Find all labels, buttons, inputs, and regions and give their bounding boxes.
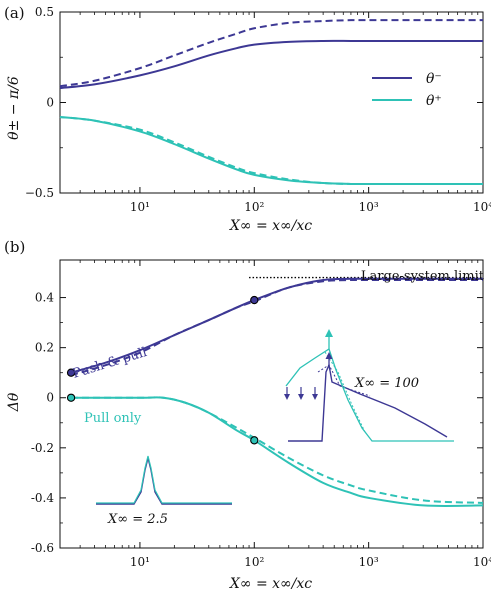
legend: θ⁻ θ⁺ [372, 71, 442, 109]
inset-large-sketch [284, 329, 454, 442]
inset-large-plus-dashed [324, 351, 366, 433]
x-tick-label: 10⁴ [473, 555, 491, 569]
x-tick-label: 10¹ [130, 200, 150, 214]
panel-a-xlabel: X∞ = x∞/xc [229, 218, 312, 234]
panel-label-b: (b) [4, 238, 25, 256]
data-marker [250, 295, 259, 305]
inset-large-plus-profile [285, 348, 454, 442]
inset-small-plus-profile [96, 455, 232, 504]
y-tick-label: −0.5 [25, 186, 54, 200]
panel-label-a: (a) [4, 4, 25, 22]
data-marker [66, 368, 76, 377]
panel-b-xlabel: X∞ = x∞/xc [229, 576, 312, 592]
y-tick-label: 0.4 [35, 291, 54, 305]
panel-b-ylabel: Δθ [6, 392, 22, 412]
panel-a-ylabel: θ± − π/6 [6, 76, 22, 140]
y-tick-label: 0.5 [35, 5, 54, 19]
data-marker [250, 436, 259, 445]
plot-frame [59, 11, 484, 194]
y-tick-label: -0.6 [31, 541, 54, 555]
x-tick-label: 10² [244, 200, 264, 214]
inset-large-label: X∞ = 100 [354, 376, 419, 391]
series-minus-dashed [59, 19, 483, 88]
x-tick-label: 10⁴ [473, 200, 491, 214]
y-tick-label: 0 [46, 391, 54, 405]
x-tick-label: 10³ [359, 200, 379, 214]
inset-small-label: X∞ = 2.5 [107, 512, 168, 527]
plot-frame [59, 259, 484, 549]
series-plus-dashed [59, 115, 483, 186]
series-minus-dashed [70, 278, 483, 377]
pull-only-label: Pull only [84, 411, 142, 426]
inset-large-down-arrows [284, 387, 318, 400]
inset-large-minus-dashed [317, 364, 371, 397]
panel-b-plot: 10¹ 10² 10³ 10⁴ -0.6 -0.4 -0.2 0 0.2 0.4 [31, 259, 491, 569]
x-tick-label: 10² [244, 555, 264, 569]
y-tick-label: 0.2 [35, 341, 54, 355]
inset-large-up-arrowhead-minus [325, 352, 333, 359]
y-tick-label: -0.2 [31, 441, 54, 455]
y-tick-label: 0 [46, 96, 54, 110]
large-system-limit-label: Large-system limit [361, 269, 485, 284]
legend-label: θ⁺ [426, 93, 442, 109]
x-tick-label: 10¹ [130, 555, 150, 569]
inset-small-sketch [96, 455, 232, 505]
x-tick-label: 10³ [359, 555, 379, 569]
data-marker [66, 393, 76, 402]
legend-label: θ⁻ [426, 71, 442, 87]
inset-small-minus-profile [96, 457, 232, 505]
panel-a-plot: 10¹ 10² 10³ 10⁴ −0.5 0 0.5 θ⁻ θ⁺ [25, 5, 491, 214]
series-plus-solid [59, 115, 483, 186]
y-tick-label: -0.4 [31, 491, 55, 505]
inset-large-minus-profile [288, 362, 448, 442]
push-pull-label: Push & pull [71, 345, 149, 382]
series-minus-solid [59, 39, 483, 90]
inset-large-up-arrowhead-plus [325, 329, 333, 337]
